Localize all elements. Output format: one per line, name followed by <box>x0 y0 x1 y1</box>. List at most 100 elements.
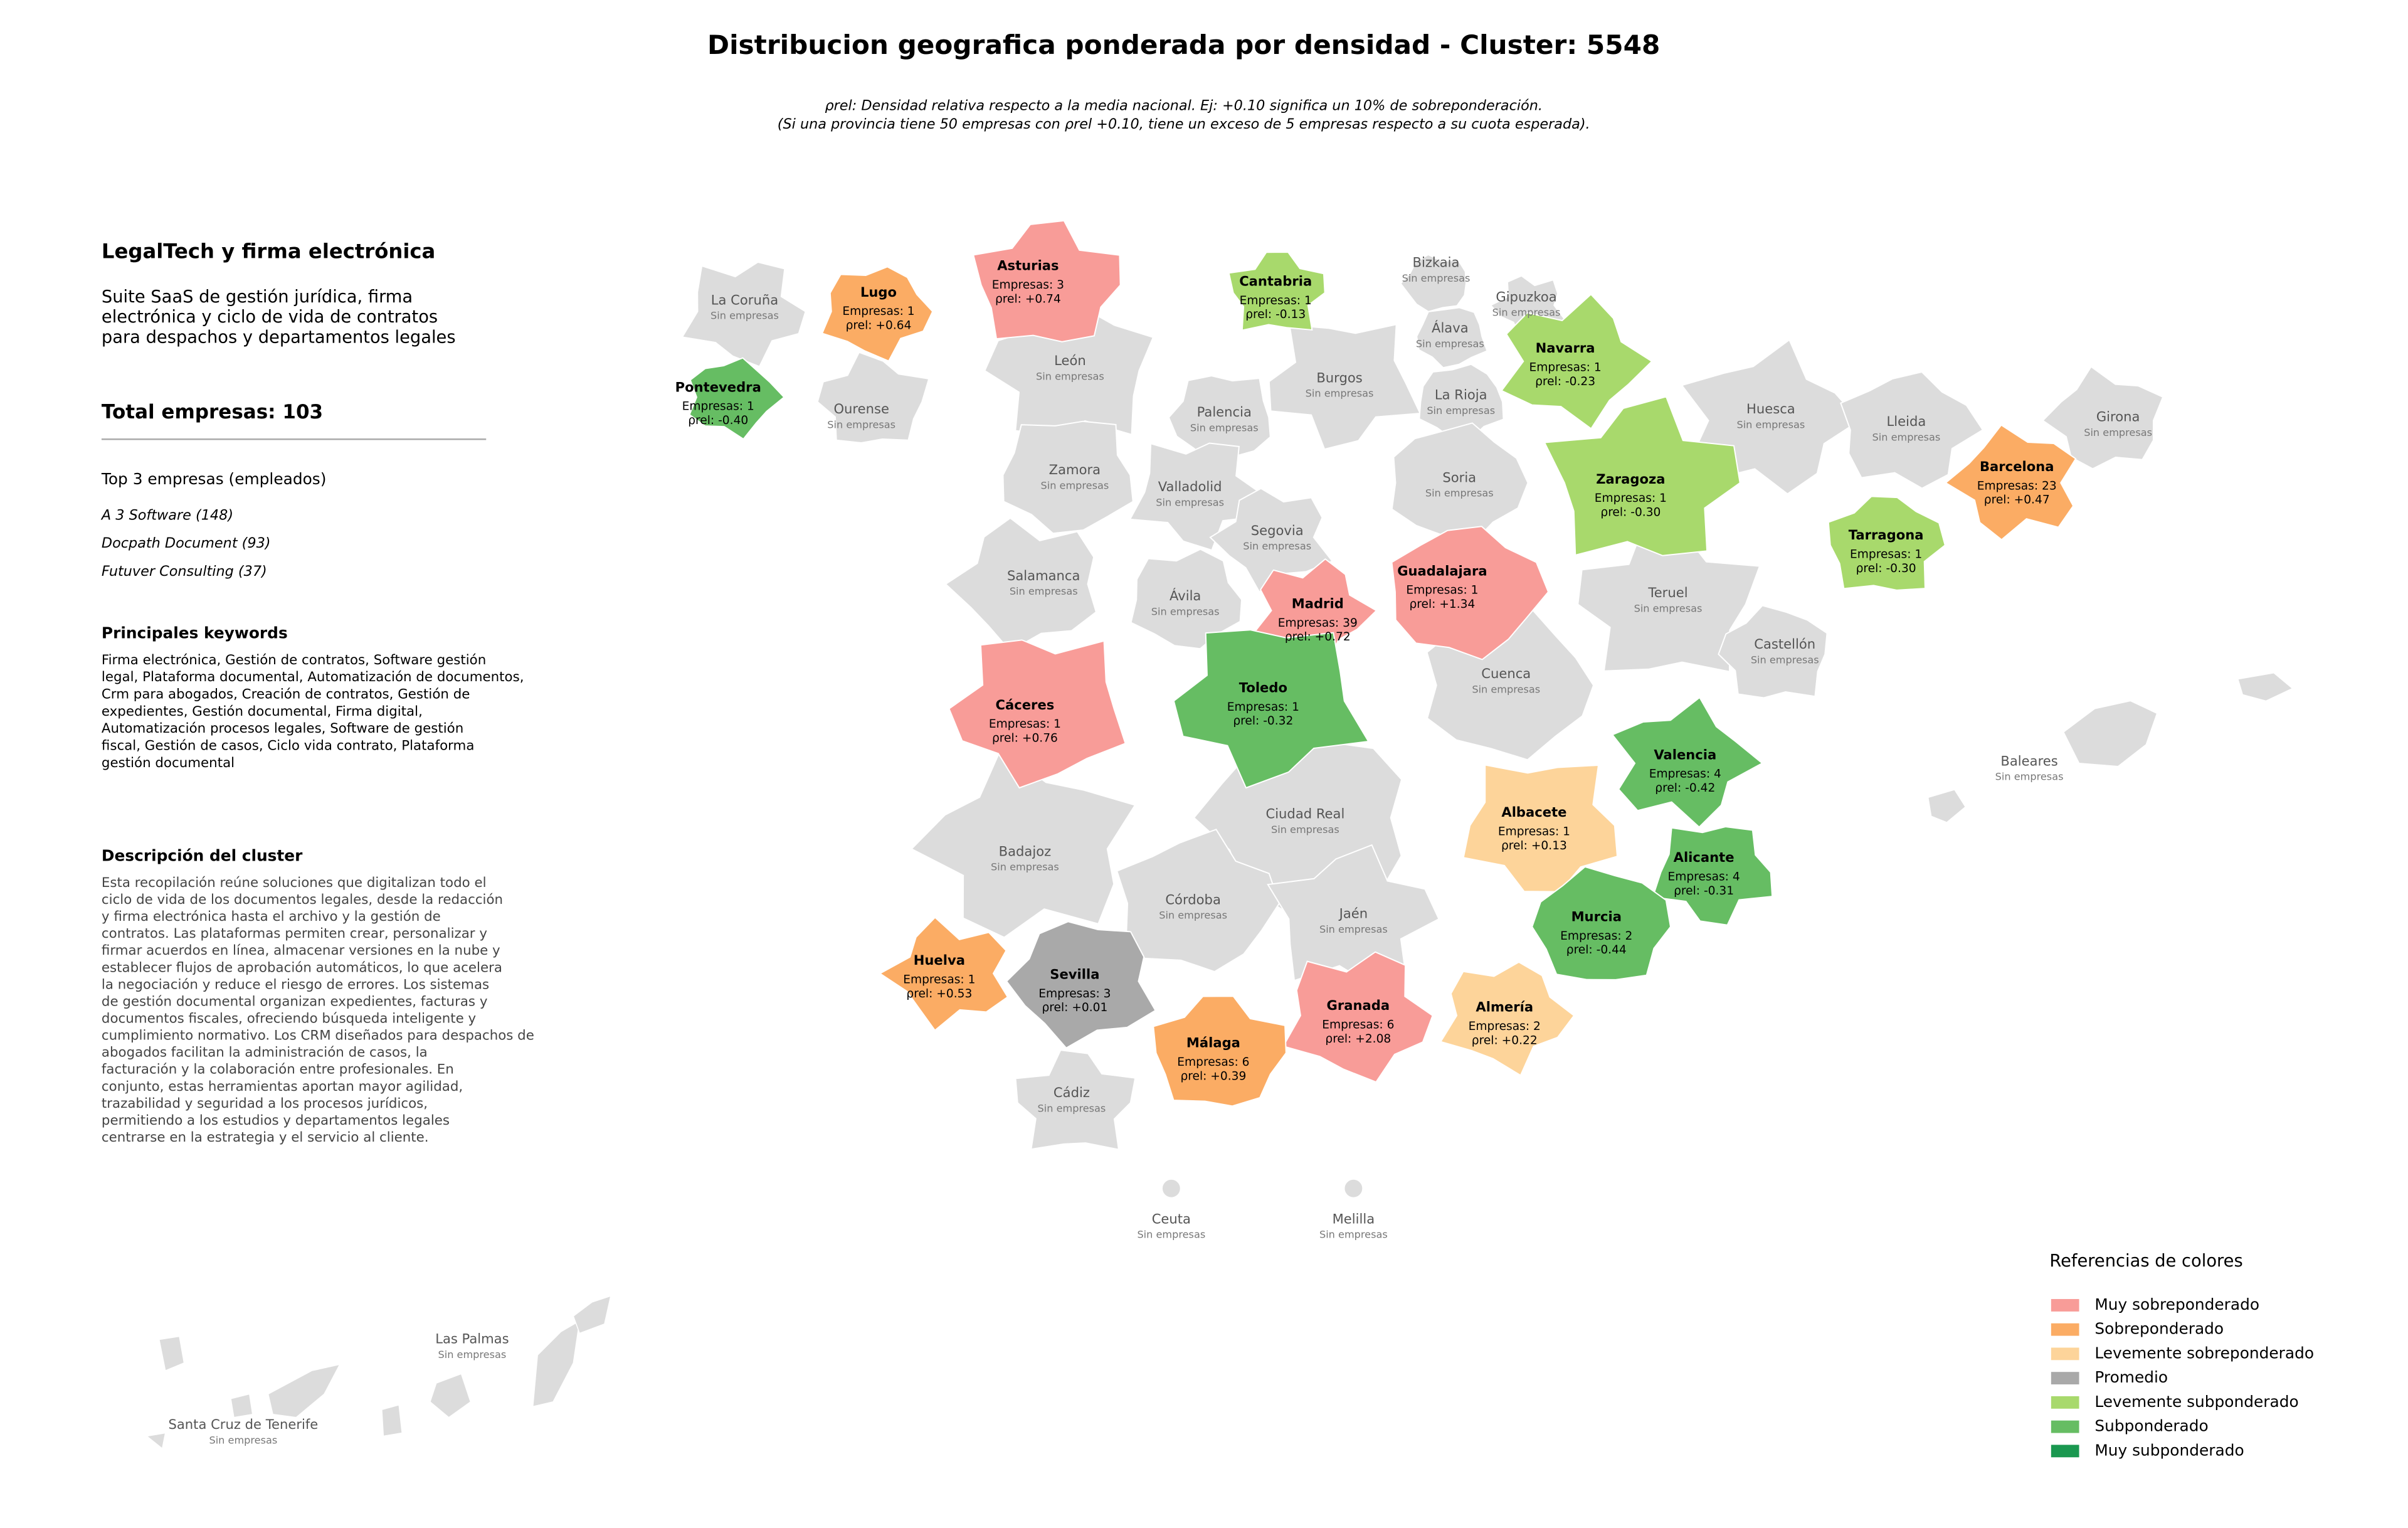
province-status: Sin empresas <box>1995 771 2064 783</box>
province-status: Sin empresas <box>1472 684 1540 696</box>
province-shape <box>1391 422 1529 545</box>
description-line: firmar acuerdos en línea, almacenar vers… <box>102 943 500 958</box>
province-count: Empresas: 3 <box>1038 987 1111 1000</box>
description-line: permitiendo a los estudios y departament… <box>102 1113 450 1128</box>
province-shape <box>1827 496 1946 591</box>
province-name: Teruel <box>1647 585 1687 600</box>
province-shape <box>1282 951 1434 1083</box>
province-name: Las Palmas <box>435 1331 509 1347</box>
province-shape <box>948 639 1126 789</box>
legend-label: Subponderado <box>2094 1417 2208 1435</box>
province-name: Zaragoza <box>1596 471 1665 487</box>
province-shape <box>816 351 930 443</box>
description-line: trazabilidad y seguridad a los procesos … <box>102 1096 428 1112</box>
side-panel: LegalTech y firma electrónica Total empr… <box>100 239 534 1145</box>
province-rho: ρrel: -0.23 <box>1535 375 1595 388</box>
keywords-line: Crm para abogados, Creación de contratos… <box>102 686 470 702</box>
province-shape <box>1416 307 1488 369</box>
description-line: la negociación y reduce el riesgo de err… <box>102 977 489 992</box>
province-shape <box>821 266 934 362</box>
province-status: Sin empresas <box>1190 422 1259 433</box>
legend-swatch <box>2051 1420 2079 1433</box>
province-name: Barcelona <box>1980 459 2054 474</box>
legend-swatch <box>2051 1445 2079 1458</box>
province-shape <box>1840 371 1984 489</box>
province-name: Zamora <box>1049 462 1101 477</box>
province-name: Cáceres <box>996 697 1055 713</box>
province-count: Empresas: 1 <box>1498 825 1570 839</box>
island <box>573 1295 611 1334</box>
province-count: Empresas: 1 <box>1406 584 1478 597</box>
province-status: Sin empresas <box>1427 405 1495 416</box>
province-shape <box>1005 921 1156 1049</box>
legend-swatch <box>2051 1372 2079 1385</box>
province-name: Girona <box>2096 408 2140 424</box>
province-name: Cantabria <box>1239 273 1312 289</box>
keywords-line: fiscal, Gestión de casos, Ciclo vida con… <box>102 738 475 753</box>
province-name: Sevilla <box>1050 966 1099 982</box>
top-company: A 3 Software (148) <box>100 507 233 523</box>
title: Distribucion geografica ponderada por de… <box>707 29 1660 60</box>
province-count: Empresas: 1 <box>842 305 914 318</box>
province-count: Empresas: 1 <box>1227 701 1299 714</box>
province-status: Sin empresas <box>710 310 779 322</box>
province-shape <box>911 747 1136 938</box>
province-name: Melilla <box>1333 1211 1375 1226</box>
province-count: Empresas: 1 <box>903 973 975 986</box>
province-shape <box>1002 420 1134 534</box>
province-shape <box>1462 764 1619 893</box>
province-status: Sin empresas <box>1416 337 1484 349</box>
province-name: La Rioja <box>1435 387 1487 403</box>
province-shape <box>1168 375 1271 464</box>
province-name: Navarra <box>1536 340 1595 356</box>
legend-swatch <box>2051 1347 2079 1361</box>
province-count: Empresas: 1 <box>1850 548 1922 561</box>
province-rho: ρrel: +0.39 <box>1180 1069 1246 1083</box>
province-name: Tarragona <box>1849 527 1924 543</box>
province-status: Sin empresas <box>1736 418 1805 430</box>
description-line: ciclo de vida de los documentos legales,… <box>102 892 503 908</box>
legend-label: Sobreponderado <box>2094 1320 2224 1338</box>
province-name: Santa Cruz de Tenerife <box>168 1416 318 1432</box>
province-name: Madrid <box>1292 595 1344 611</box>
province-count: Empresas: 4 <box>1649 768 1721 781</box>
province-count: Empresas: 1 <box>682 400 754 413</box>
province-name: Ávila <box>1170 588 1201 603</box>
province-name: Málaga <box>1186 1035 1240 1051</box>
province-name: Almería <box>1476 999 1533 1015</box>
description-line: conjunto, estas herramientas aportan may… <box>102 1079 463 1095</box>
province-count: Empresas: 2 <box>1469 1020 1541 1033</box>
province-status: Sin empresas <box>1010 585 1078 597</box>
province-name: Murcia <box>1571 909 1622 925</box>
province-status: Sin empresas <box>1402 272 1471 284</box>
province-rho: ρrel: -0.13 <box>1245 308 1306 321</box>
province-shape <box>681 261 806 368</box>
province-status: Sin empresas <box>1634 602 1703 614</box>
province-name: Segovia <box>1251 523 1304 538</box>
province-rho: ρrel: +0.53 <box>906 987 972 1000</box>
legend-label: Levemente subponderado <box>2094 1393 2298 1411</box>
province-rho: ρrel: +0.13 <box>1501 839 1567 852</box>
province-status: Sin empresas <box>209 1434 277 1446</box>
island <box>158 1335 185 1372</box>
province-count: Empresas: 4 <box>1667 871 1740 884</box>
province-shape <box>2042 366 2164 470</box>
province-name: Jaén <box>1338 906 1368 921</box>
province-name: Córdoba <box>1165 891 1221 907</box>
province-shape <box>1161 1178 1181 1199</box>
description-line: cumplimiento normativo. Los CRM diseñado… <box>102 1028 534 1044</box>
province-status: Sin empresas <box>1319 1229 1388 1241</box>
province-status: Sin empresas <box>1306 388 1374 400</box>
sector: LegalTech y firma electrónica <box>102 239 435 263</box>
legend-swatch <box>2051 1396 2079 1409</box>
province-rho: ρrel: -0.42 <box>1655 782 1715 795</box>
summary-line: Suite SaaS de gestión jurídica, firma <box>102 287 413 307</box>
province-name: La Coruña <box>711 292 778 307</box>
province-name: Valladolid <box>1158 479 1222 494</box>
province-rho: ρrel: +0.64 <box>846 319 912 332</box>
legend-swatch <box>2051 1298 2079 1312</box>
province-shape <box>1116 829 1281 973</box>
province-name: Álava <box>1432 320 1469 336</box>
province-rho: ρrel: -0.30 <box>1600 506 1661 519</box>
